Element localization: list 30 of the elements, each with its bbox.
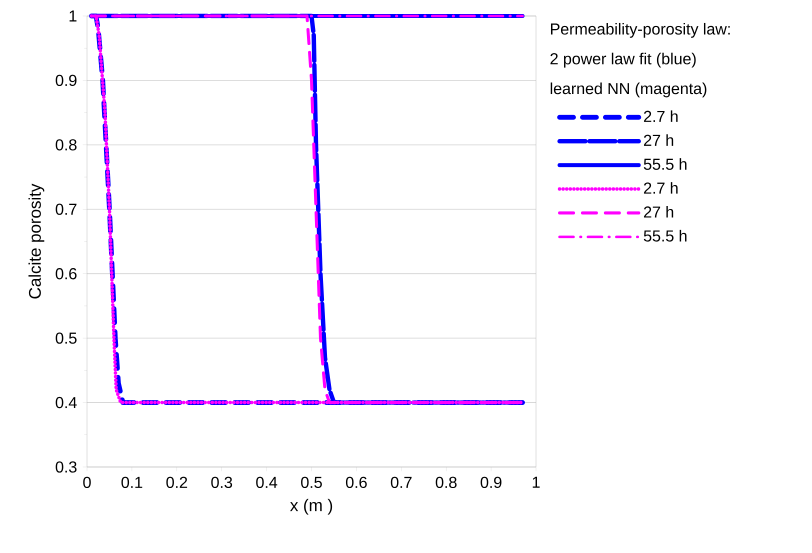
y-tick-label: 0.7 [56, 204, 76, 215]
y-tick-label: 0.3 [56, 461, 77, 473]
y-tick-label: 1 [70, 10, 76, 22]
x-tick-label: 0.7 [390, 476, 412, 488]
y-tick-label: 0.8 [56, 139, 77, 150]
x-tick-label: 0.8 [436, 476, 457, 488]
y-tick-label: 0.6 [56, 268, 77, 280]
x-tick-label: 0.5 [301, 476, 322, 488]
y-tick-label: 0.9 [56, 74, 76, 86]
x-tick-label: 0.1 [121, 476, 142, 488]
text: 2 power law fit (blue) [550, 52, 696, 68]
x-tick-label: 0.2 [166, 476, 188, 488]
x-tick-label: 0.3 [211, 476, 232, 488]
legend-label: 2.7 h [644, 182, 678, 194]
y-axis-title: Calcite porosity [28, 184, 44, 299]
legend-label: 27 h [644, 206, 674, 218]
legend-label: 55.5 h [644, 158, 686, 170]
legend-label: 55.5 h [644, 230, 686, 242]
x-tick-label: 1 [532, 476, 540, 488]
x-tick-label: 0.6 [346, 476, 367, 488]
legend-title: Permeability-porosity law: [550, 22, 730, 38]
text: learned NN (magenta) [550, 82, 706, 98]
legend-label: 2.7 h [644, 110, 678, 122]
x-axis-title: x (m ) [290, 498, 332, 515]
legend-label: 27 h [644, 134, 674, 146]
y-tick-label: 0.4 [56, 396, 77, 408]
x-tick-label: 0.4 [256, 476, 278, 488]
y-tick-label: 0.5 [56, 332, 77, 344]
x-tick-label: 0 [83, 476, 91, 488]
x-tick-label: 0.9 [480, 476, 502, 488]
